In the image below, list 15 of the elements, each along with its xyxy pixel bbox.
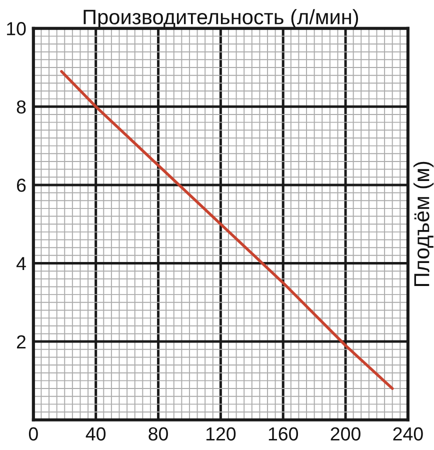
line-series — [60, 70, 394, 390]
y-tick-label: 8 — [16, 100, 26, 114]
y-tick-label: 2 — [16, 335, 26, 348]
x-tick-label: 120 — [206, 427, 236, 441]
x-tick-label: 240 — [393, 427, 423, 441]
y-tick-label: 6 — [17, 178, 26, 192]
x-tick-label: 200 — [330, 427, 360, 441]
y-tick-label: 10 — [7, 22, 26, 36]
x-axis-title: Производительность (л/мин) — [84, 9, 358, 29]
y-axis-title: Плодъём (м) — [414, 162, 434, 286]
x-tick-label: 40 — [86, 427, 106, 441]
x-tick-label: 0 — [28, 427, 38, 441]
x-tick-label: 80 — [148, 427, 168, 441]
y-tick-label: 4 — [16, 257, 26, 270]
x-tick-label: 160 — [268, 427, 298, 441]
